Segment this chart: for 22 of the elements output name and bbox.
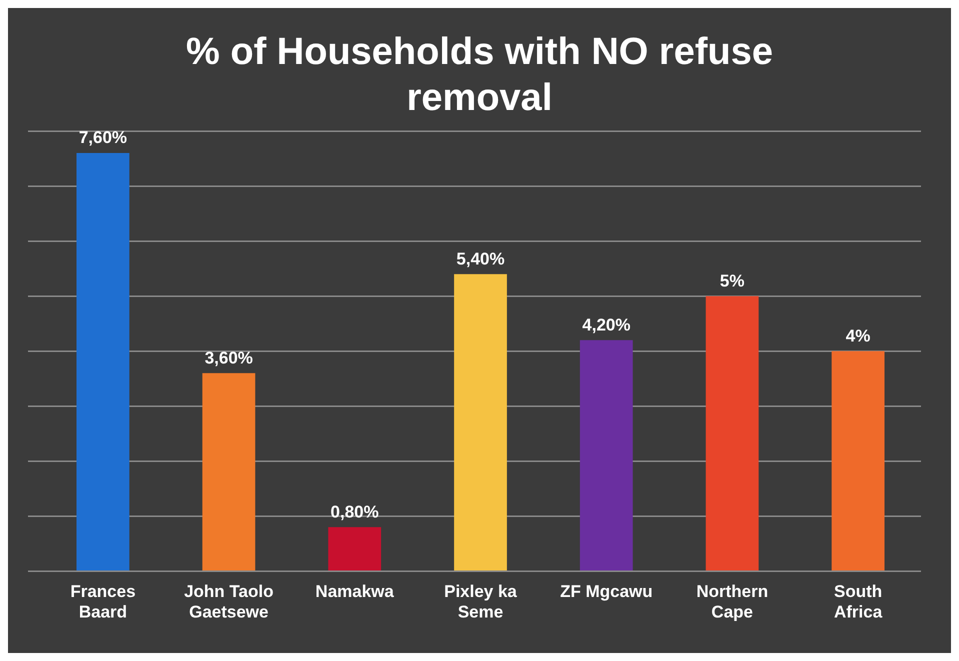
x-tick-label: Namakwa (315, 582, 394, 602)
bar (832, 351, 884, 571)
x-tick-label: South Africa (834, 582, 883, 622)
x-tick-label: Northern Cape (696, 582, 768, 622)
bar (76, 153, 130, 571)
x-tick-label: Pixley ka Seme (444, 582, 518, 622)
bar (454, 274, 507, 571)
chart-title: % of Households with NO refuse removal (185, 30, 774, 121)
data-label: 4,20% (582, 315, 630, 334)
x-tick-label: ZF Mgcawu (560, 582, 653, 602)
data-label: 4% (846, 326, 870, 346)
data-label: 3,60% (204, 348, 253, 368)
data-label: 5,40% (456, 249, 505, 268)
x-tick-label: Frances Baard (70, 582, 136, 622)
data-label: 5% (720, 271, 745, 290)
bar (706, 296, 759, 571)
bar (202, 373, 256, 571)
bar (580, 340, 633, 571)
x-tick-label: John Taolo Gaetsewe (184, 582, 274, 622)
data-label: 0,80% (330, 502, 379, 522)
bar (328, 527, 382, 571)
data-label: 7,60% (78, 128, 128, 148)
